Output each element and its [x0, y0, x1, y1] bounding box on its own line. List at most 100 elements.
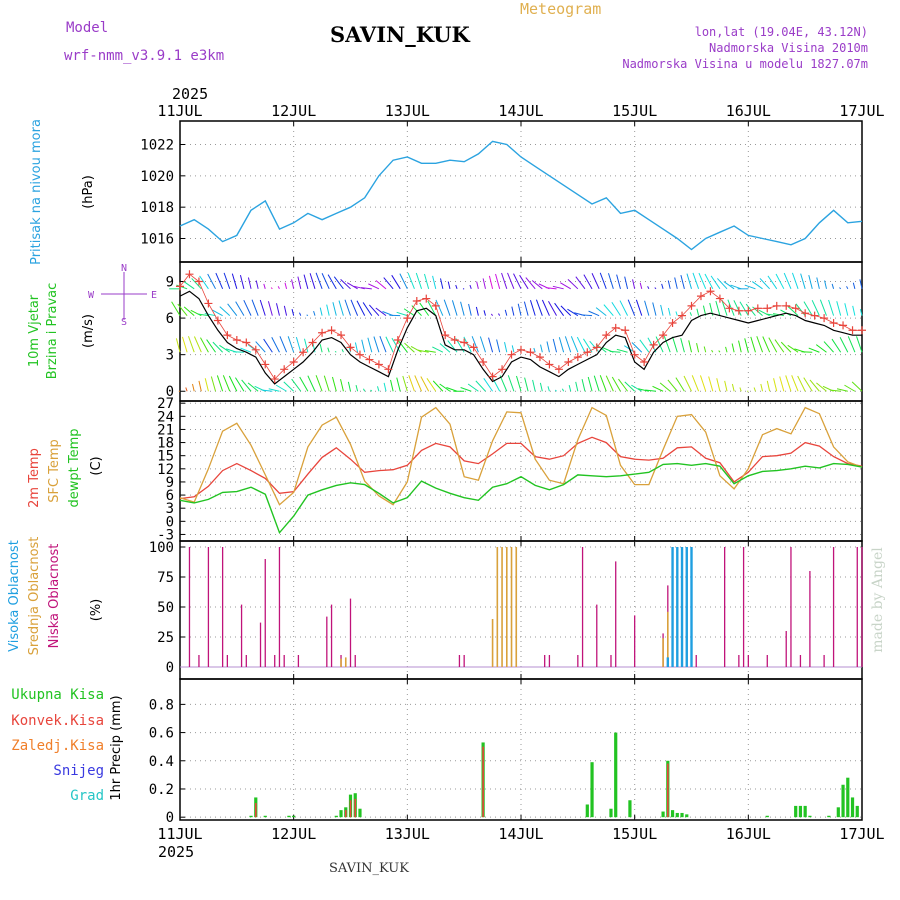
wind-barb [259, 299, 266, 316]
wind-barb [581, 378, 586, 392]
wind-barb [859, 279, 863, 289]
wind-barb [765, 313, 777, 317]
wind-barb [283, 305, 288, 316]
wind-barb [652, 385, 664, 392]
wind-barb [639, 282, 643, 289]
model-name: wrf-nmm_v3.9.1 e3km [64, 48, 225, 64]
y-tick-label: 0 [166, 384, 174, 400]
wind-barb [507, 375, 515, 392]
x-tick-label-bottom: 13JUL [385, 825, 430, 843]
wind-barb [243, 299, 252, 316]
wind-barb [689, 312, 692, 316]
wind-barb [856, 336, 863, 353]
wind-barb [424, 273, 430, 289]
conv-precip-bar [667, 763, 669, 818]
conv-precip-bar [354, 798, 357, 818]
wind-barb [187, 336, 195, 353]
wind-barb [334, 350, 337, 353]
wind-barb [836, 301, 842, 316]
conv-precip-bar [254, 803, 257, 818]
total-precip-bar [827, 815, 831, 818]
wind-barb [284, 282, 288, 289]
wind-barb [624, 276, 629, 289]
y-tick-label: 24 [157, 409, 174, 425]
wind-barb [306, 314, 309, 317]
wind-title-2: Brzina i Pravac [45, 283, 60, 380]
wind-barb [787, 344, 799, 353]
wind-barb [611, 301, 621, 316]
wind-barb [321, 273, 330, 290]
wind-barb [261, 389, 273, 392]
wind-barb [652, 302, 657, 316]
wind-barb [750, 336, 756, 353]
wind-barb [344, 299, 351, 316]
wind-barb [399, 273, 408, 290]
wind-barb [570, 336, 579, 353]
wind-barb [819, 299, 827, 316]
wind-barb [560, 305, 572, 317]
y-tick-label: 0.8 [149, 697, 174, 713]
wind-barb [377, 386, 380, 392]
wind-barb [852, 305, 856, 316]
lonlat-label: lon,lat (19.04E, 43.12N) [694, 25, 868, 39]
wind-barb [479, 336, 486, 353]
wind-barb [716, 378, 721, 392]
wind-barb [587, 376, 593, 392]
wind-direction-band [175, 336, 863, 353]
wind-barb [504, 309, 508, 316]
wind-barb [632, 279, 636, 289]
wind-barb [525, 277, 536, 290]
wind-barb [247, 382, 259, 392]
wind-barb [204, 378, 209, 392]
y-tick-label: 3 [166, 348, 174, 364]
wind-barb [672, 336, 678, 353]
y-tick-label: 1018 [140, 200, 174, 216]
wind-barb [338, 300, 344, 316]
total-precip-bar [263, 815, 267, 818]
wind-barb [767, 275, 778, 290]
wind-barb [193, 336, 202, 353]
wind-barb [360, 287, 372, 290]
wind-barb [228, 375, 238, 392]
wind-barb [852, 282, 856, 289]
wind-barb [426, 378, 437, 392]
wind-barb [675, 311, 678, 316]
wind-barb [589, 340, 600, 353]
total-precip-bar [585, 804, 589, 818]
wind-barb [432, 275, 437, 289]
wind-barb [599, 272, 607, 290]
compass-cross [101, 272, 147, 320]
wind-barb [775, 273, 785, 290]
precip-legend-entry: Grad [70, 788, 104, 804]
wind-barb [340, 378, 344, 392]
wind-barb [616, 348, 628, 353]
wind-barb [783, 272, 792, 290]
wind-barb [241, 379, 252, 392]
wind-barb [340, 279, 351, 290]
total-precip-bar [675, 812, 679, 818]
wind-barb [779, 376, 785, 392]
wind-barb [667, 379, 678, 392]
wind-barb [415, 272, 423, 289]
wind-barb [631, 342, 643, 353]
wind-barb [319, 307, 323, 316]
footer-station: SAVIN_KUK [329, 861, 409, 876]
wind-barb [383, 277, 394, 290]
x-tick-label-top: 13JUL [385, 102, 430, 120]
wind-barb [495, 273, 501, 289]
wind-barb [435, 299, 444, 316]
total-precip-bar [249, 815, 253, 818]
wind-barb [675, 377, 685, 392]
wind-barb [836, 388, 848, 392]
watermark: made by Angel [870, 547, 886, 653]
wind-barb [618, 378, 628, 392]
y-tick-label: 0 [166, 660, 174, 676]
wind-barb [828, 299, 835, 316]
wind-barb [581, 314, 593, 317]
panel-5 [179, 678, 863, 821]
wind-speed-line [179, 290, 862, 385]
x-tick-label-top: 11JUL [157, 102, 202, 120]
wind-barb [227, 303, 238, 316]
wind-barb [247, 277, 252, 289]
low-cloud-title: Niska Oblacnost [47, 544, 62, 649]
